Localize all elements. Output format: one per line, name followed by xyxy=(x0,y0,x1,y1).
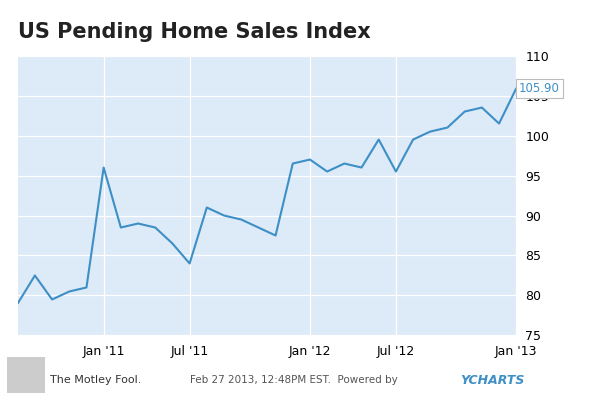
Text: 105.90: 105.90 xyxy=(519,82,560,95)
Text: The Motley Fool.: The Motley Fool. xyxy=(50,375,142,385)
Text: US Pending Home Sales Index: US Pending Home Sales Index xyxy=(18,22,371,42)
Text: YCHARTS: YCHARTS xyxy=(460,374,525,387)
Text: Feb 27 2013, 12:48PM EST.  Powered by: Feb 27 2013, 12:48PM EST. Powered by xyxy=(189,375,401,385)
